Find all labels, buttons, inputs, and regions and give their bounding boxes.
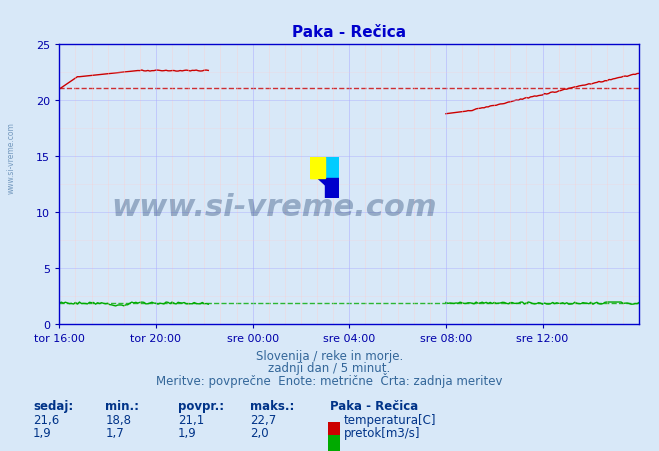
Text: Slovenija / reke in morje.: Slovenija / reke in morje. [256, 350, 403, 363]
Text: sedaj:: sedaj: [33, 399, 73, 412]
Polygon shape [317, 178, 339, 198]
Text: povpr.:: povpr.: [178, 399, 224, 412]
Polygon shape [310, 158, 325, 178]
Text: 21,1: 21,1 [178, 413, 204, 426]
Bar [325, 158, 339, 178]
Text: 22,7: 22,7 [250, 413, 277, 426]
Text: 2,0: 2,0 [250, 426, 269, 439]
Text: 18,8: 18,8 [105, 413, 131, 426]
Text: 1,9: 1,9 [178, 426, 196, 439]
Text: temperatura[C]: temperatura[C] [344, 413, 436, 426]
Text: www.si-vreme.com: www.si-vreme.com [111, 193, 437, 222]
Text: maks.:: maks.: [250, 399, 295, 412]
Text: www.si-vreme.com: www.si-vreme.com [7, 122, 16, 194]
Text: 1,9: 1,9 [33, 426, 51, 439]
Text: Meritve: povprečne  Enote: metrične  Črta: zadnja meritev: Meritve: povprečne Enote: metrične Črta:… [156, 372, 503, 387]
Polygon shape [325, 162, 339, 189]
Bar [310, 158, 325, 178]
Text: min.:: min.: [105, 399, 140, 412]
Text: pretok[m3/s]: pretok[m3/s] [344, 426, 420, 439]
Text: 21,6: 21,6 [33, 413, 59, 426]
Text: 1,7: 1,7 [105, 426, 124, 439]
Bar [325, 178, 339, 198]
Text: Paka - Rečica: Paka - Rečica [330, 399, 418, 412]
Title: Paka - Rečica: Paka - Rečica [292, 25, 407, 40]
Text: zadnji dan / 5 minut.: zadnji dan / 5 minut. [268, 361, 391, 374]
